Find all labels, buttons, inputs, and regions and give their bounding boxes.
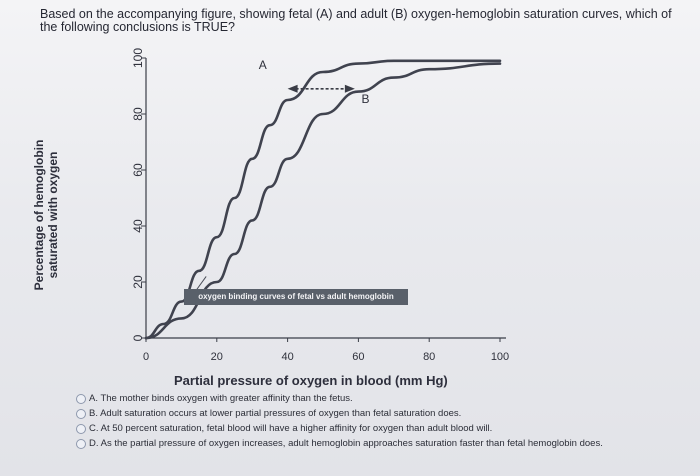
x-tick-label: 100: [491, 351, 509, 363]
series-a-line: [144, 59, 502, 340]
option-a-radio[interactable]: [76, 394, 86, 404]
option-a-text: A. The mother binds oxygen with greater …: [89, 393, 353, 404]
y-axis-label: Percentage of hemoglobin saturated with …: [32, 100, 60, 330]
y-axis-label-line-2: saturated with oxygen: [46, 151, 60, 279]
comparison-arrow-head-left: [287, 84, 298, 93]
option-b[interactable]: B. Adult saturation occurs at lower part…: [76, 408, 686, 419]
y-tick-label: 0: [131, 334, 145, 341]
option-d-text: D. As the partial pressure of oxygen inc…: [89, 438, 603, 449]
x-tick-label: 60: [352, 351, 364, 363]
y-axis-label-line-1: Percentage of hemoglobin: [32, 139, 46, 291]
y-tick-label: 100: [131, 48, 145, 68]
option-d-radio[interactable]: [76, 439, 86, 449]
option-c[interactable]: C. At 50 percent saturation, fetal blood…: [76, 423, 686, 434]
x-axis-label: Partial pressure of oxygen in blood (mm …: [174, 373, 448, 388]
option-a[interactable]: A. The mother binds oxygen with greater …: [76, 393, 686, 404]
y-tick-label: 60: [131, 163, 145, 177]
option-b-text: B. Adult saturation occurs at lower part…: [89, 408, 462, 419]
x-tick-label: 40: [281, 351, 293, 363]
option-c-text: C. At 50 percent saturation, fetal blood…: [89, 423, 493, 434]
series-b-label: B: [361, 92, 369, 106]
figure-caption: oxygen binding curves of fetal vs adult …: [184, 289, 408, 305]
x-tick-label: 80: [423, 351, 435, 363]
y-tick-label: 20: [131, 275, 145, 289]
x-tick-label: 0: [143, 351, 149, 363]
series-a-label: A: [259, 58, 267, 72]
option-b-radio[interactable]: [76, 409, 86, 419]
comparison-arrow-head-right: [344, 84, 355, 93]
y-tick-label: 80: [131, 107, 145, 121]
x-tick-label: 20: [211, 351, 223, 363]
series-b-line: [144, 62, 502, 340]
option-c-radio[interactable]: [76, 424, 86, 434]
answer-options: A. The mother binds oxygen with greater …: [76, 393, 686, 453]
y-tick-label: 40: [131, 219, 145, 233]
option-d[interactable]: D. As the partial pressure of oxygen inc…: [76, 438, 686, 449]
question-text: Based on the accompanying figure, showin…: [40, 7, 672, 34]
